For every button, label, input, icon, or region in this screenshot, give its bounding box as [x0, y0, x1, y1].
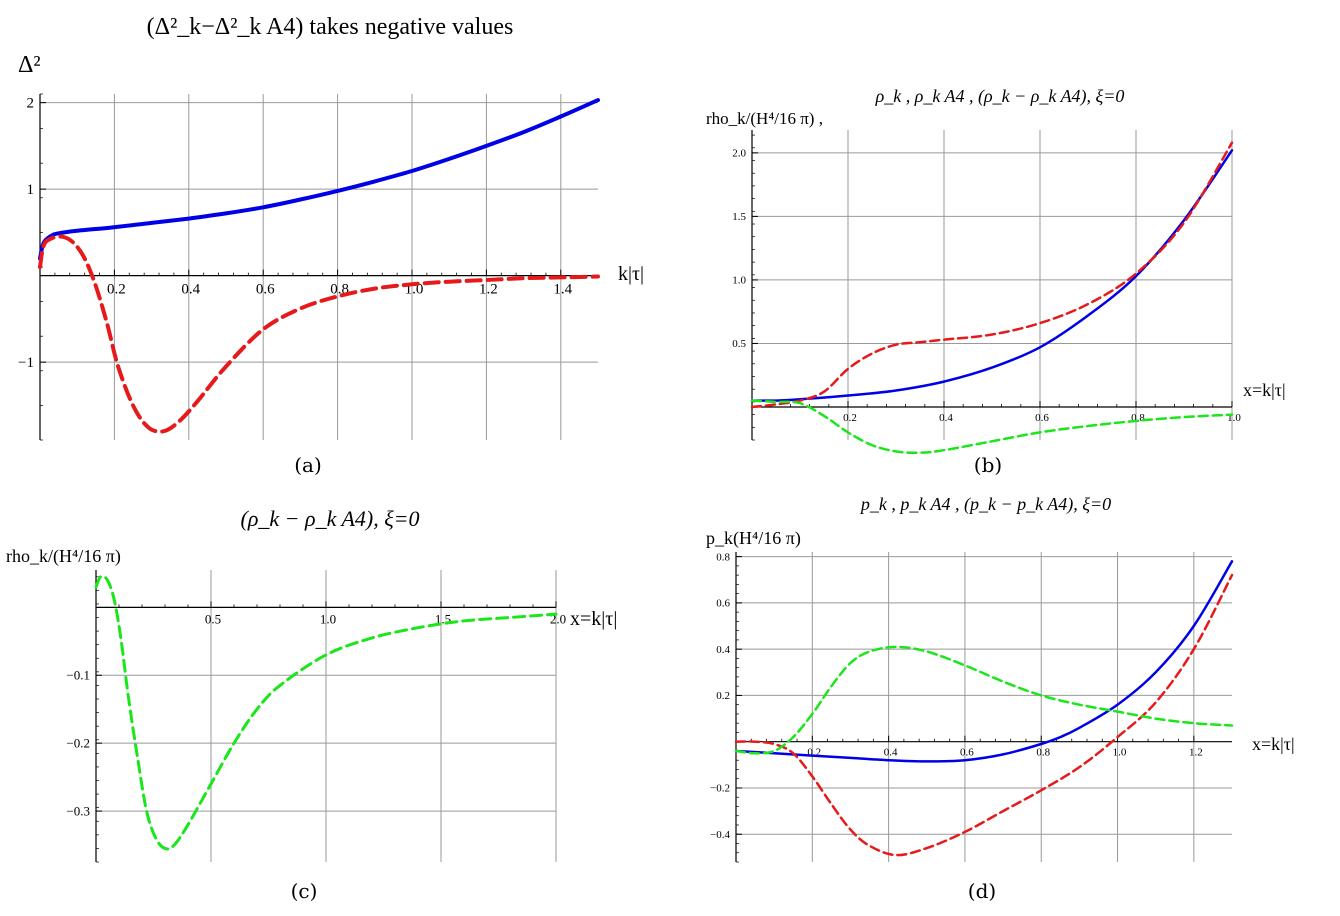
chart-d-xtick-label-3: 0.8: [1036, 747, 1050, 759]
chart-c-xtick-label-0: 0.5: [205, 611, 221, 626]
chart-b-ytick-label-2: 1.5: [732, 211, 746, 223]
chart-b-ytick-label-1: 1.0: [732, 275, 746, 287]
chart-b-series-red-line: [750, 141, 1234, 409]
chart-d-ytick-label-5: 0.8: [716, 551, 730, 563]
chart-a-xtick-label-6: 1.4: [553, 282, 572, 298]
chart-b-panel-label: (b): [974, 453, 1002, 477]
chart-c-plot-area: 0.5 1.0 1.5 2.0−0.1−0.2−0.3: [66, 570, 566, 863]
chart-d-ylabel: p_k(H⁴/16 π): [706, 528, 801, 549]
chart-c-ytick-label-0: −0.1: [66, 668, 90, 683]
chart-b-series-green-line: [750, 399, 1234, 455]
chart-d-series-blue-line: [734, 560, 1234, 763]
chart-d-xtick-label-5: 1.2: [1189, 747, 1203, 759]
panel-a: (Δ²_k−Δ²_k A4) takes negative values Δ² …: [18, 14, 644, 477]
chart-a-plot-area: 0.2 0.4 0.6 0.8 1.0 1.2 1.4−112: [18, 93, 600, 441]
chart-d-xlabel: x=k|τ|: [1252, 734, 1295, 754]
chart-b-xtick-label-1: 0.4: [939, 412, 953, 424]
chart-b-xtick-label-2: 0.6: [1035, 412, 1049, 424]
chart-d-plot-area: 0.2 0.4 0.6 0.8 1.0 1.2−0.4−0.20.20.40.60.8: [710, 551, 1234, 863]
panel-b: ρ_k , ρ_k A4 , (ρ_k − ρ_k A4), ξ=0 rho_k…: [706, 86, 1286, 477]
chart-d-ytick-label-4: 0.6: [716, 598, 730, 610]
chart-c-ytick-label-2: −0.3: [66, 803, 90, 818]
chart-d-ytick-label-1: −0.2: [710, 783, 730, 795]
chart-d-title: p_k , p_k A4 , (p_k − p_k A4), ξ=0: [859, 494, 1111, 515]
chart-a-ytick-label-0: −1: [18, 355, 34, 371]
chart-d-panel-label: (d): [968, 879, 996, 903]
chart-a-xtick-label-2: 0.6: [256, 282, 275, 298]
chart-a-series-red-line: [38, 234, 600, 434]
chart-d-xtick-label-1: 0.4: [884, 747, 898, 759]
chart-a-xtick-label-5: 1.2: [479, 282, 498, 298]
chart-d-xtick-label-2: 0.6: [960, 747, 974, 759]
chart-c-title: (ρ_k − ρ_k A4), ξ=0: [241, 506, 420, 531]
panel-d: p_k , p_k A4 , (p_k − p_k A4), ξ=0 p_k(H…: [706, 494, 1295, 903]
chart-b-series-blue-line: [750, 149, 1234, 402]
chart-d-ytick-label-0: −0.4: [710, 829, 730, 841]
chart-b-xtick-label-0: 0.2: [843, 412, 857, 424]
chart-b-title: ρ_k , ρ_k A4 , (ρ_k − ρ_k A4), ξ=0: [875, 86, 1125, 107]
chart-c-panel-label: (c): [291, 879, 318, 903]
chart-a-series-blue-line: [38, 98, 600, 261]
chart-a-xtick-label-0: 0.2: [107, 282, 126, 298]
chart-b-ylabel: rho_k/(H⁴/16 π) ,: [706, 109, 823, 128]
chart-d-ytick-label-2: 0.2: [716, 690, 730, 702]
chart-d-ytick-label-3: 0.4: [716, 644, 730, 656]
chart-d-xtick-label-4: 1.0: [1113, 747, 1127, 759]
chart-a-title: (Δ²_k−Δ²_k A4) takes negative values: [147, 14, 514, 40]
chart-b-ytick-label-0: 0.5: [732, 338, 746, 350]
chart-b-ytick-label-3: 2.0: [732, 148, 746, 160]
chart-a-ytick-label-2: 2: [27, 96, 35, 112]
chart-a-ytick-label-1: 1: [27, 182, 35, 198]
chart-d-series-green-line: [734, 645, 1234, 755]
chart-d-series-red-line: [734, 573, 1234, 857]
chart-a-ylabel: Δ²: [18, 52, 41, 78]
chart-c-ytick-label-1: −0.2: [66, 735, 90, 750]
chart-c-xlabel: x=k|τ|: [570, 608, 617, 630]
chart-c-xtick-label-1: 1.0: [320, 611, 336, 626]
chart-c-ylabel: rho_k/(H⁴/16 π): [6, 546, 121, 567]
chart-b-xlabel: x=k|τ|: [1243, 380, 1286, 400]
chart-a-xtick-label-1: 0.4: [181, 282, 200, 298]
panel-c: (ρ_k − ρ_k A4), ξ=0 rho_k/(H⁴/16 π) x=k|…: [6, 506, 617, 903]
chart-a-panel-label: (a): [294, 453, 322, 477]
chart-c-series-green-line: [94, 574, 558, 851]
chart-a-xlabel: k|τ|: [618, 263, 644, 285]
chart-b-plot-area: 0.2 0.4 0.6 0.8 1.00.51.01.52.0: [732, 130, 1241, 455]
